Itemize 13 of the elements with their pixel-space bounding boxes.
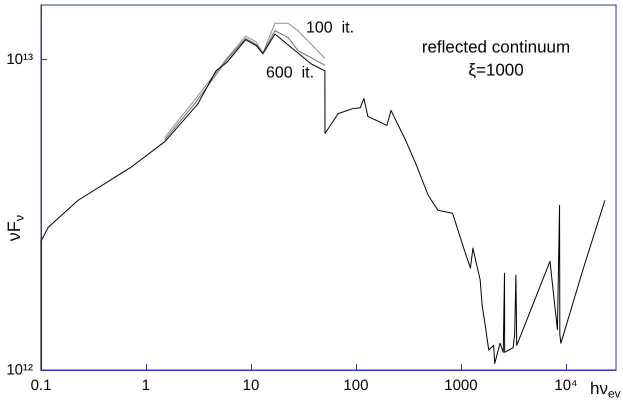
x-tick-label: 10⁴	[554, 377, 578, 394]
x-tick-label: 1	[142, 377, 150, 394]
y-axis-title: νFν	[4, 215, 26, 242]
x-tick-label: 100	[343, 377, 368, 394]
y-tick-label: 10¹²	[6, 362, 33, 378]
annotation: ξ=1000	[468, 60, 524, 80]
y-tick-label: 10¹³	[6, 51, 33, 68]
x-tick-label: 1000	[444, 377, 478, 394]
annotation: 600 it.	[266, 64, 314, 82]
x-tick-label: 10	[242, 377, 260, 394]
x-tick-label: 0.1	[30, 377, 52, 394]
annotation: 100 it.	[306, 20, 354, 36]
annotation: reflected continuum	[422, 38, 570, 56]
